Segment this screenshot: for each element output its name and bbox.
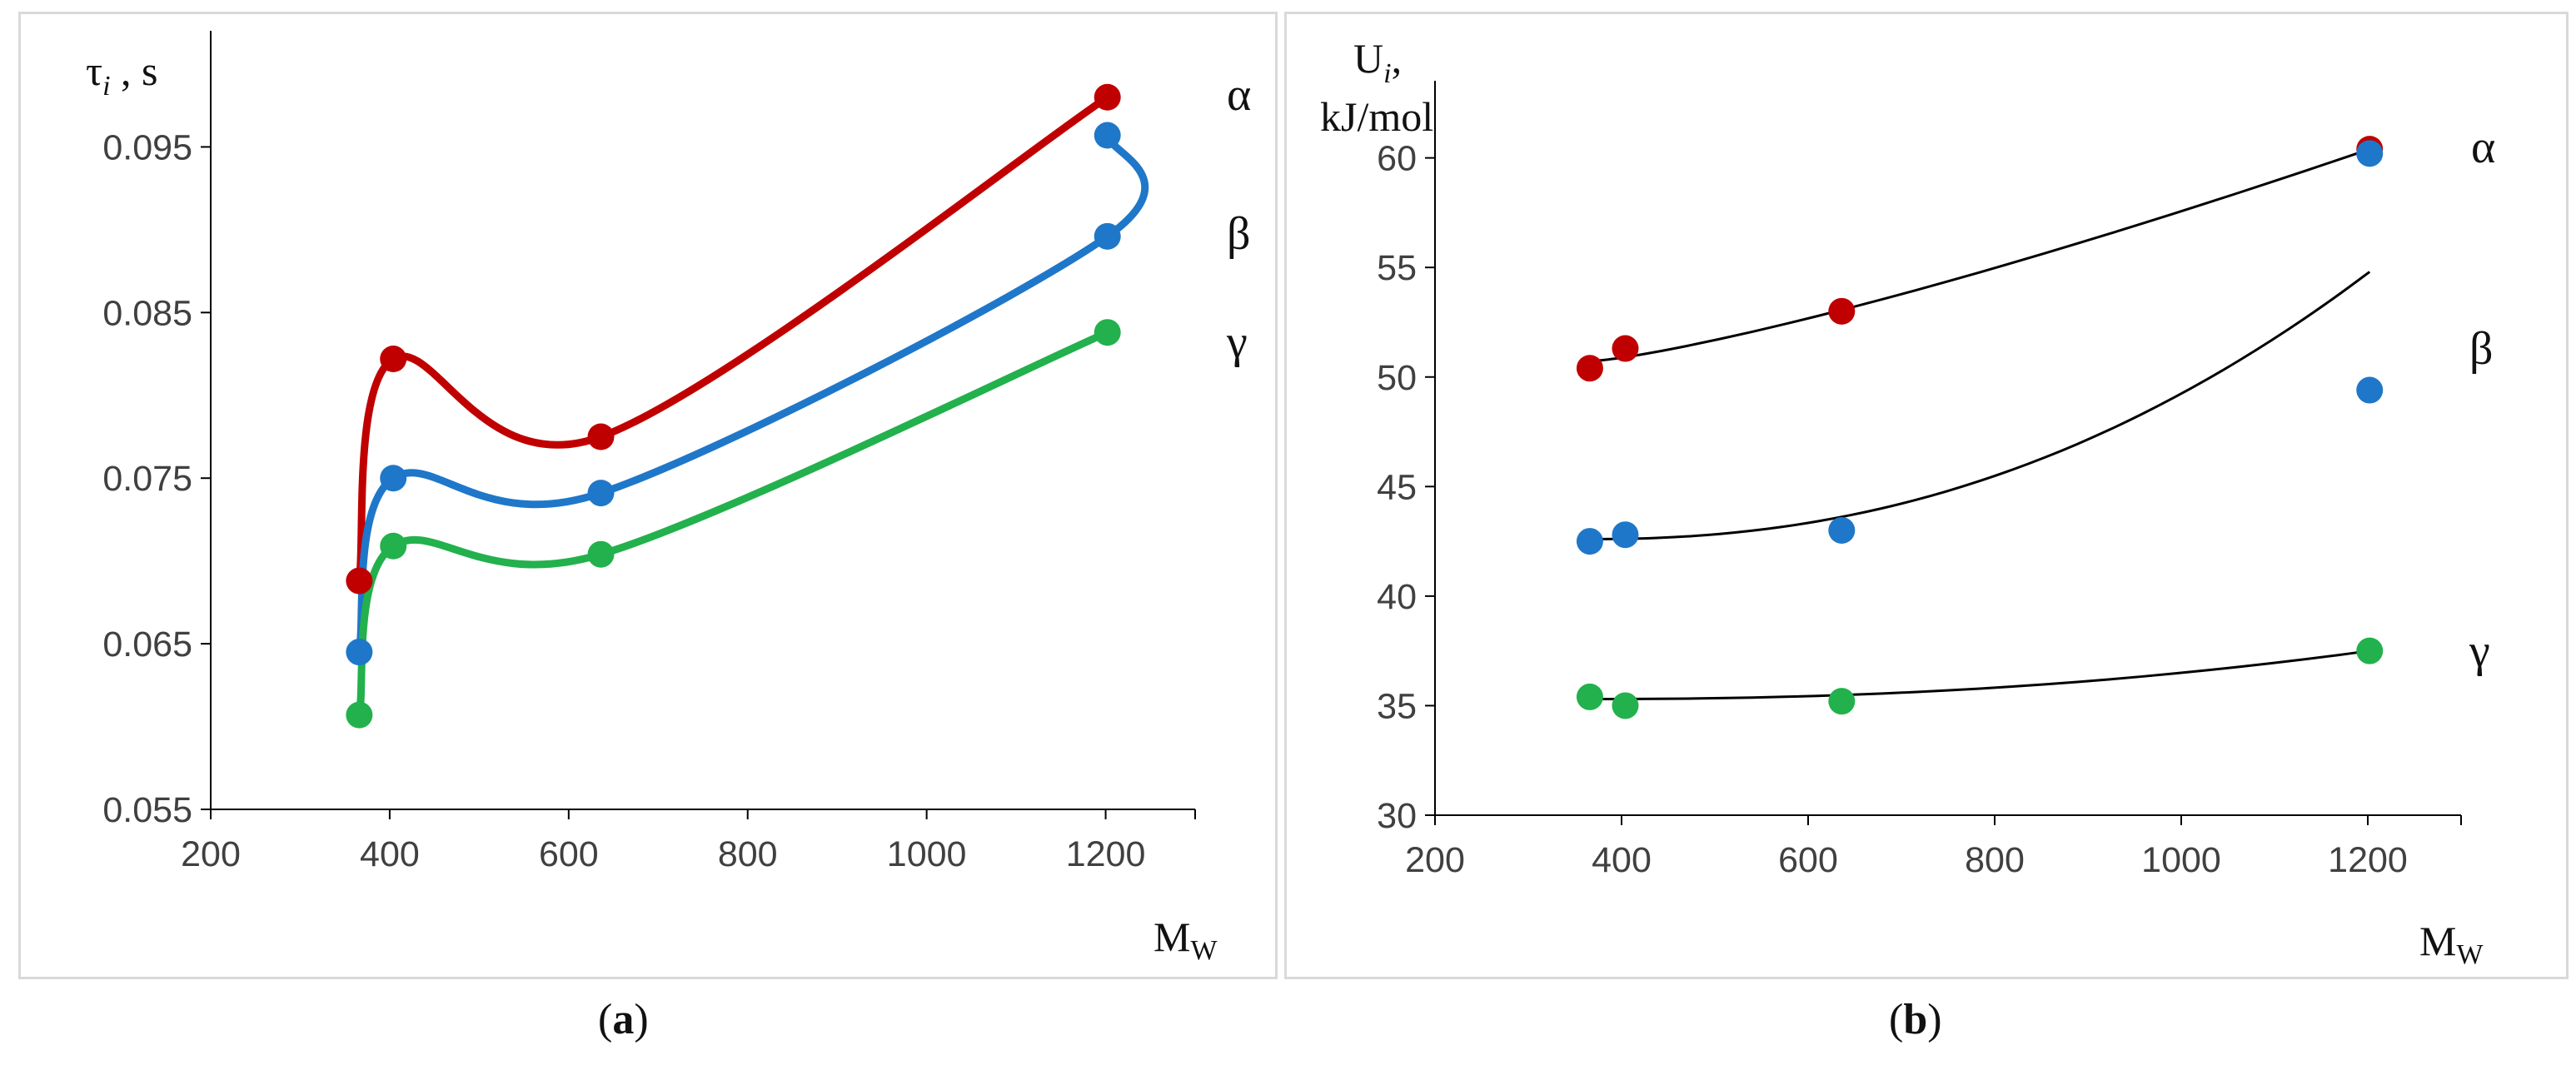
data-point-b-2-2 <box>1828 688 1856 715</box>
y-tick-label-a-0: 0.055 <box>102 790 192 830</box>
x-axis-label-sub-b: W <box>2456 939 2484 970</box>
series-label-b-2: γ <box>2469 625 2490 677</box>
y-tick-label-b-1: 35 <box>1377 686 1417 726</box>
x-tick-label-b-3: 800 <box>1965 840 2025 880</box>
x-tick-label-a-3: 800 <box>718 834 778 874</box>
x-tick-label-a-5: 1200 <box>1066 834 1146 874</box>
caption-b: (b) <box>1889 995 1942 1044</box>
y-tick-label-a-4: 0.095 <box>102 127 192 167</box>
y-axis-label-sub-a: i <box>102 71 110 102</box>
caption-b-close: ) <box>1927 996 1942 1043</box>
data-point-b-2-1 <box>1612 692 1639 719</box>
chart-panel-b: 30 35 40 45 50 55 60 200 400 600 800 1000 1200 Ui, kJ/… <box>1284 12 2569 979</box>
data-point-b-1-3 <box>2356 376 2384 404</box>
x-tick-label-b-5: 1200 <box>2328 840 2408 880</box>
data-point-a-2-0 <box>346 701 373 729</box>
y-tick-label-b-4: 50 <box>1377 358 1417 398</box>
data-point-b-2-3 <box>2356 637 2384 664</box>
chart-panel-a: 0.055 0.065 0.075 0.085 0.095 200 400 600 800 100… <box>18 12 1278 979</box>
series-label-b-0: α <box>2471 122 2495 173</box>
x-tick-label-b-4: 1000 <box>2141 840 2221 880</box>
x-tick-label-b-2: 600 <box>1778 840 1838 880</box>
trend-line-b-2 <box>1589 649 2370 701</box>
y-tick-label-a-3: 0.085 <box>102 293 192 333</box>
series-label-a-0: α <box>1227 69 1251 121</box>
y-tick-label-a-1: 0.065 <box>102 625 192 664</box>
data-point-a-0-1 <box>380 346 407 373</box>
data-point-a-1-4 <box>1094 122 1121 149</box>
caption-a-letter: a <box>612 996 635 1043</box>
y-axis-label-comma-b: , <box>1392 35 1403 82</box>
data-point-a-2-1 <box>380 532 407 560</box>
series-line-a-0 <box>355 93 1112 585</box>
y-axis-label-a: τi , s <box>86 47 158 102</box>
data-point-a-1-0 <box>346 639 373 666</box>
data-point-a-1-2 <box>587 480 615 507</box>
data-point-a-1-1 <box>380 465 407 492</box>
data-point-b-1-0 <box>1576 528 1603 555</box>
y-tick-label-a-2: 0.075 <box>102 459 192 499</box>
data-point-a-0-0 <box>346 567 373 595</box>
x-axis-label-main-b: M <box>2419 918 2456 964</box>
y-tick-label-b-0: 30 <box>1377 796 1417 836</box>
y-axis-label-sub-b: i <box>1383 58 1391 89</box>
data-point-b-1-2 <box>1828 516 1856 544</box>
data-point-a-2-3 <box>1094 319 1121 346</box>
x-tick-label-b-0: 200 <box>1405 840 1465 880</box>
x-tick-label-a-2: 600 <box>539 834 599 874</box>
series-label-a-1: β <box>1227 208 1251 260</box>
chart-a-svg: 0.055 0.065 0.075 0.085 0.095 200 400 600 800 100… <box>86 31 1251 966</box>
data-point-b-2-0 <box>1576 683 1603 710</box>
caption-a-open: ( <box>598 996 613 1043</box>
y-axis-label-unit-a: , s <box>111 47 158 94</box>
caption-a-close: ) <box>634 996 649 1043</box>
x-tick-label-a-4: 1000 <box>887 834 967 874</box>
y-axis-label-main-b: U <box>1353 35 1383 82</box>
data-point-b-0-0 <box>1576 355 1603 382</box>
x-axis-label-main-a: M <box>1153 913 1190 960</box>
data-point-b-0-2 <box>1828 297 1856 325</box>
y-tick-label-b-6: 60 <box>1377 139 1417 179</box>
data-point-a-2-2 <box>587 540 615 568</box>
x-tick-label-b-1: 400 <box>1592 840 1652 880</box>
trend-line-b-1 <box>1589 271 2371 540</box>
data-point-b-1-1 <box>1612 521 1639 549</box>
caption-b-letter: b <box>1903 996 1928 1043</box>
trend-line-b-0 <box>1589 147 2370 363</box>
y-tick-label-b-5: 55 <box>1377 248 1417 288</box>
y-tick-label-b-3: 45 <box>1377 467 1417 507</box>
y-axis-label-unit-b: kJ/mol <box>1320 93 1433 140</box>
data-point-a-0-3 <box>1094 83 1121 111</box>
x-axis-label-b: MW <box>2419 918 2484 970</box>
data-point-a-0-2 <box>587 423 615 450</box>
series-line-a-2 <box>355 328 1112 719</box>
y-axis-label-b: Ui, <box>1353 35 1402 89</box>
series-label-b-1: β <box>2469 323 2494 375</box>
x-tick-label-a-0: 200 <box>181 834 241 874</box>
x-axis-label-sub-a: W <box>1190 935 1218 966</box>
data-point-b-0-1 <box>1612 335 1639 362</box>
x-axis-label-a: MW <box>1153 913 1218 966</box>
x-tick-label-a-1: 400 <box>360 834 420 874</box>
data-point-a-1-3 <box>1094 222 1121 250</box>
y-axis-label-main-a: τ <box>86 47 102 94</box>
series-label-a-2: γ <box>1226 316 1248 368</box>
caption-a: (a) <box>598 995 649 1044</box>
y-tick-label-b-2: 40 <box>1377 577 1417 617</box>
data-point-b-1-4 <box>2356 140 2384 167</box>
series-line-a-1 <box>355 132 1149 656</box>
caption-b-open: ( <box>1889 996 1904 1043</box>
